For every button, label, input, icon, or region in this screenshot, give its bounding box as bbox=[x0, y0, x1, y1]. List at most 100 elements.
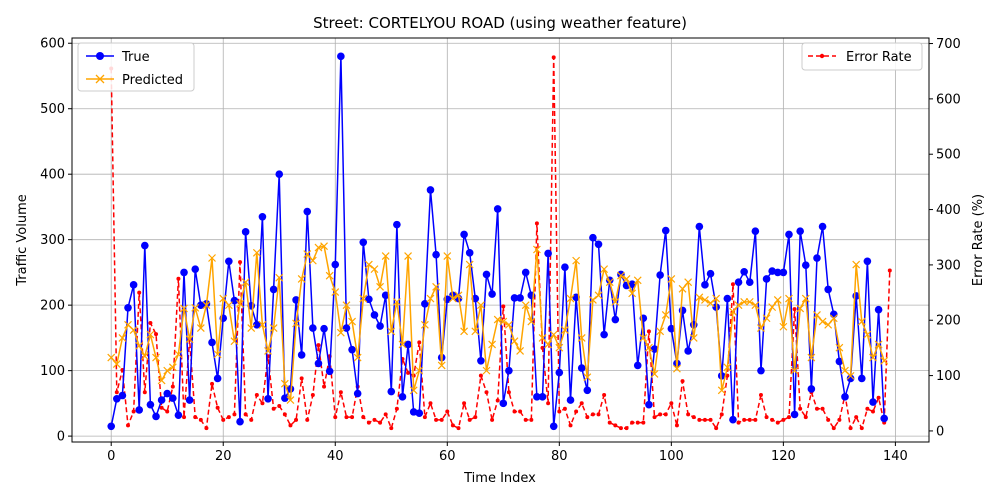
predicted-point bbox=[247, 324, 256, 332]
error-rate-point bbox=[826, 417, 831, 422]
true-point bbox=[404, 340, 412, 349]
predicted-point bbox=[594, 291, 603, 300]
predicted-point bbox=[857, 317, 866, 326]
true-point bbox=[880, 414, 888, 423]
true-point bbox=[785, 230, 793, 239]
error-rate-point bbox=[350, 415, 355, 420]
error-rate-point bbox=[607, 420, 612, 425]
error-rate-point bbox=[798, 406, 803, 411]
predicted-point bbox=[252, 248, 261, 257]
predicted-point bbox=[779, 322, 788, 331]
predicted-point bbox=[588, 295, 597, 304]
predicted-point bbox=[230, 337, 239, 346]
predicted-point bbox=[112, 360, 121, 369]
predicted-point bbox=[555, 343, 564, 352]
error-rate-point bbox=[546, 401, 551, 406]
error-rate-point bbox=[658, 412, 663, 417]
predicted-point bbox=[308, 256, 317, 265]
predicted-point bbox=[437, 361, 446, 370]
true-point bbox=[762, 275, 771, 283]
true-point bbox=[135, 406, 144, 414]
predicted-point bbox=[140, 352, 149, 361]
predicted-point bbox=[236, 299, 244, 308]
true-point bbox=[684, 347, 692, 355]
true-point bbox=[174, 411, 183, 419]
error-rate-point bbox=[282, 412, 287, 417]
error-rate-point bbox=[445, 409, 450, 414]
predicted-point bbox=[107, 353, 116, 362]
predicted-point bbox=[684, 278, 693, 287]
error-rate-point bbox=[792, 307, 797, 312]
predicted-point bbox=[146, 330, 155, 339]
predicted-point bbox=[869, 353, 877, 362]
error-rate-point bbox=[602, 392, 607, 397]
error-rate-point bbox=[238, 260, 243, 265]
predicted-point bbox=[751, 301, 760, 310]
error-rate-point bbox=[562, 406, 567, 411]
true-point bbox=[141, 241, 149, 250]
predicted-point bbox=[611, 297, 620, 306]
predicted-point bbox=[824, 320, 833, 329]
predicted-point bbox=[560, 326, 569, 334]
error-rate-point bbox=[714, 426, 719, 431]
error-rate-point bbox=[590, 412, 595, 417]
error-rate-point bbox=[467, 417, 472, 422]
true-point bbox=[359, 238, 368, 247]
true-point bbox=[213, 374, 222, 383]
series-layer bbox=[107, 52, 892, 431]
predicted-point bbox=[549, 330, 558, 339]
error-rate-point bbox=[624, 426, 629, 431]
true-point bbox=[813, 254, 821, 262]
true-point bbox=[600, 330, 608, 339]
predicted-point bbox=[404, 252, 413, 260]
predicted-point bbox=[813, 311, 821, 319]
true-point bbox=[555, 368, 564, 377]
error-rate-point bbox=[142, 390, 147, 395]
true-point bbox=[499, 399, 508, 408]
legend-predicted-label: Predicted bbox=[122, 73, 183, 88]
error-rate-point bbox=[529, 417, 534, 422]
true-point bbox=[477, 357, 485, 365]
true-point bbox=[146, 400, 155, 409]
error-rate-point bbox=[165, 409, 170, 414]
predicted-point bbox=[426, 294, 435, 303]
predicted-point bbox=[482, 366, 491, 375]
error-rate-point bbox=[557, 409, 562, 414]
true-point bbox=[505, 366, 513, 375]
error-rate-point bbox=[137, 290, 142, 295]
true-point bbox=[225, 257, 233, 266]
true-point bbox=[113, 394, 121, 403]
error-rate-point bbox=[372, 417, 377, 422]
predicted-point bbox=[734, 301, 743, 310]
error-rate-point bbox=[865, 406, 870, 411]
true-point bbox=[365, 295, 373, 304]
error-rate-point bbox=[378, 420, 383, 425]
predicted-point bbox=[264, 347, 272, 355]
true-point bbox=[387, 387, 396, 396]
error-rate-point bbox=[742, 417, 747, 422]
true-point bbox=[269, 285, 278, 294]
true-point bbox=[667, 324, 676, 333]
error-rate-point bbox=[758, 392, 763, 397]
predicted-point bbox=[443, 252, 452, 260]
true-point bbox=[432, 250, 440, 259]
predicted-point bbox=[180, 304, 188, 313]
predicted-point bbox=[516, 347, 525, 355]
error-rate-point bbox=[585, 415, 590, 420]
true-point bbox=[516, 294, 524, 302]
predicted-point bbox=[476, 301, 485, 310]
error-rate-point bbox=[837, 417, 842, 422]
error-rate-point bbox=[193, 415, 198, 420]
error-rate-point bbox=[697, 417, 702, 422]
true-point bbox=[415, 409, 424, 417]
true-point bbox=[745, 278, 754, 287]
error-rate-line bbox=[110, 56, 891, 429]
predicted-point bbox=[208, 254, 216, 262]
error-rate-point bbox=[680, 379, 685, 384]
predicted-point bbox=[544, 340, 553, 349]
true-point bbox=[549, 422, 558, 431]
true-point bbox=[869, 398, 877, 406]
true-point bbox=[661, 226, 670, 235]
error-rate-point bbox=[333, 415, 338, 420]
predicted-point bbox=[219, 294, 228, 303]
